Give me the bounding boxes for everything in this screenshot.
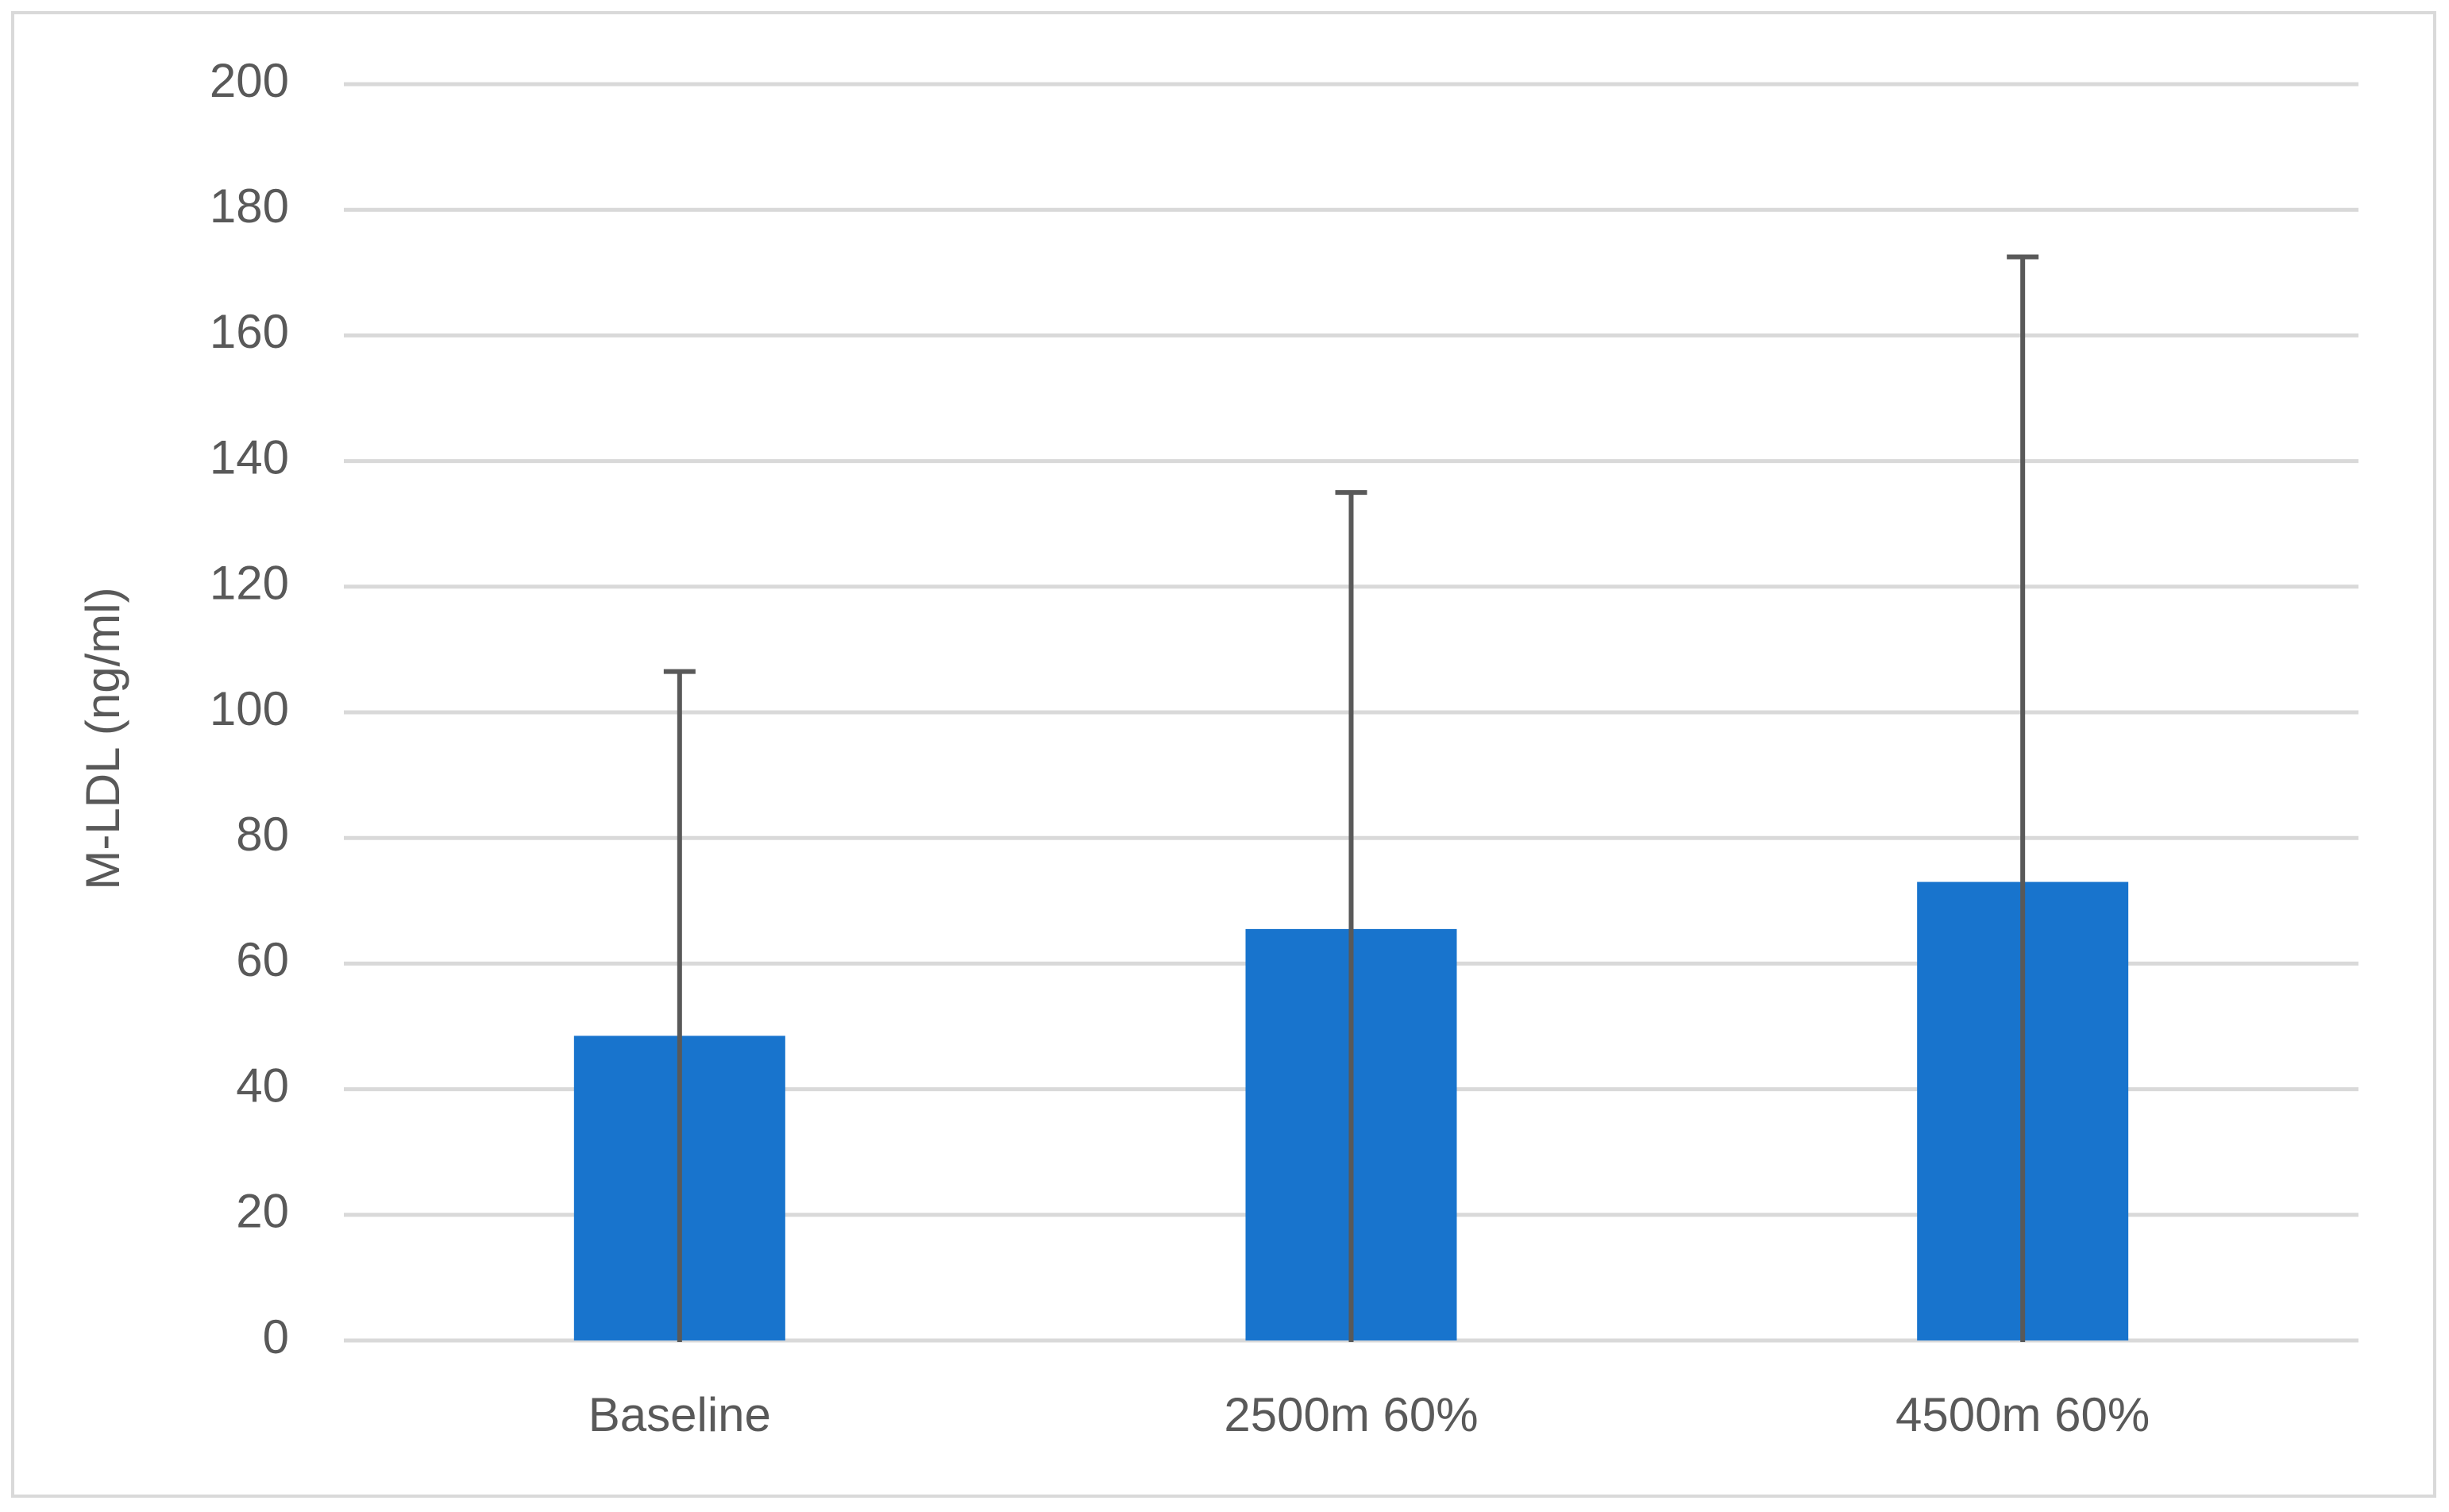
y-tick-label: 40: [236, 1059, 289, 1112]
y-tick-label: 120: [210, 557, 289, 610]
y-tick-label: 20: [236, 1185, 289, 1238]
error-bar: [663, 669, 696, 1342]
y-tick-label: 200: [210, 54, 289, 107]
y-tick-label: 0: [263, 1310, 289, 1364]
y-tick-label: 180: [210, 179, 289, 233]
y-axis-label: M-LDL (ng/ml): [76, 587, 129, 889]
y-tick-label: 140: [210, 430, 289, 484]
y-tick-label: 80: [236, 808, 289, 861]
x-tick-label: 4500m 60%: [1896, 1388, 2150, 1441]
error-bar: [1335, 490, 1367, 1342]
y-tick-label: 160: [210, 305, 289, 358]
y-tick-label: 60: [236, 933, 289, 986]
x-tick-label: Baseline: [588, 1388, 771, 1441]
x-tick-label: 2500m 60%: [1224, 1388, 1478, 1441]
error-bar: [2007, 254, 2039, 1342]
y-tick-label: 100: [210, 682, 289, 735]
